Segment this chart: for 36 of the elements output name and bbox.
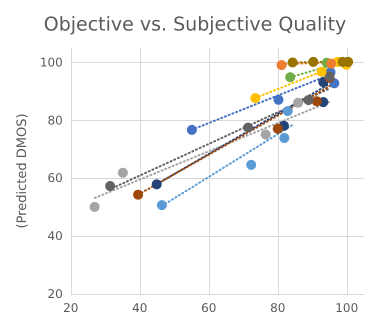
x-tick-label: 80: [270, 301, 286, 315]
point: [250, 93, 260, 104]
point: [288, 57, 298, 68]
point: [293, 98, 304, 108]
y-tick-label: 20: [48, 287, 63, 301]
point: [243, 122, 254, 133]
x-tick-label: 100: [335, 301, 358, 315]
x-tick-label: 20: [63, 301, 78, 315]
y-tick-label: 100: [40, 55, 63, 70]
y-tick-label: 60: [48, 171, 63, 186]
point: [308, 56, 318, 67]
point: [303, 95, 314, 106]
y-tick-label: 80: [48, 113, 63, 128]
point: [312, 96, 322, 106]
point: [133, 190, 144, 200]
point: [282, 106, 293, 116]
point: [272, 124, 283, 134]
point: [276, 60, 287, 70]
y-tick-label: 40: [48, 229, 63, 244]
point: [279, 133, 290, 144]
chart-title: Objective vs. Subjective Quality: [44, 14, 346, 36]
x-tick-label: 40: [132, 301, 148, 315]
point: [273, 94, 284, 105]
x-tick-label: 60: [201, 301, 216, 315]
point: [186, 124, 197, 135]
point: [326, 58, 336, 69]
point: [260, 130, 271, 140]
point: [285, 72, 296, 82]
point: [316, 66, 327, 77]
point: [118, 168, 128, 178]
point: [105, 181, 116, 192]
point: [156, 200, 167, 210]
point: [152, 179, 162, 190]
point: [90, 202, 100, 212]
point: [246, 160, 256, 170]
y-axis-title: (Predicted DMOS): [15, 113, 30, 229]
